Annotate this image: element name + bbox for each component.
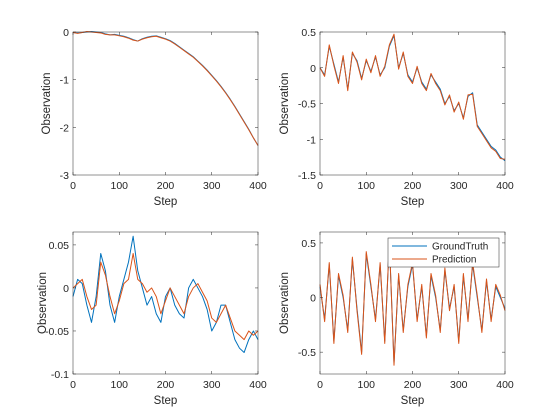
- x-tick-label: 400: [496, 180, 514, 192]
- x-tick-label: 300: [450, 379, 468, 391]
- y-tick-label: -1: [60, 75, 69, 87]
- plot-area-1: [72, 31, 259, 146]
- x-ticks-3: 0 100 200 300 400: [70, 232, 267, 391]
- x-axis-label-3: Step: [154, 395, 178, 407]
- legend: GroundTruth Prediction: [387, 237, 500, 268]
- y-axis-label-2: Observation: [279, 72, 291, 134]
- y-tick-label: -2: [60, 122, 69, 134]
- x-tick-label: 300: [450, 180, 468, 192]
- y-tick-label: 0.5: [301, 27, 316, 39]
- y-ticks-3: -0.1 -0.05 0 0.05: [45, 240, 258, 381]
- y-tick-label: -3: [60, 170, 69, 182]
- plot-area-2: [319, 33, 506, 162]
- x-axis-label-4: Step: [401, 395, 425, 407]
- y-tick-label: 0: [63, 27, 69, 39]
- y-tick-label: -0.1: [51, 369, 69, 381]
- x-tick-label: 200: [404, 180, 422, 192]
- x-tick-label: 0: [70, 180, 76, 192]
- legend-label-groundtruth: GroundTruth: [432, 242, 488, 253]
- x-tick-label: 200: [404, 379, 422, 391]
- x-tick-label: 100: [357, 180, 375, 192]
- y-tick-label: 0: [310, 293, 316, 305]
- series-line-3-2: [72, 253, 259, 341]
- y-tick-label: 0.5: [301, 238, 316, 250]
- legend-box: [387, 237, 500, 268]
- y-ticks-1: -3 -2 -1 0: [60, 27, 258, 182]
- y-tick-label: 0: [310, 63, 316, 75]
- subplot-3: 0 100 200 300 400 -0.1 -0.05 0 0.05 Step Observ…: [37, 231, 267, 407]
- x-tick-label: 300: [203, 379, 221, 391]
- y-tick-label: -1: [307, 134, 316, 146]
- y-axis-label-4: Observation: [279, 272, 291, 334]
- y-tick-label: -1.5: [298, 170, 316, 182]
- x-ticks-2: 0 100 200 300 400: [317, 32, 514, 192]
- y-axis-label-3: Observation: [37, 272, 49, 334]
- x-axis-label-2: Step: [401, 196, 425, 208]
- y-tick-label: -0.05: [45, 326, 69, 338]
- y-ticks-4: -0.5 0 0.5: [298, 238, 505, 359]
- x-tick-label: 400: [249, 379, 267, 391]
- series-line-2-2: [319, 33, 506, 160]
- x-tick-label: 300: [203, 180, 221, 192]
- y-tick-label: 0: [63, 283, 69, 295]
- subplot-4: 0 100 200 300 400 -0.500.5 Step Observation …: [279, 231, 514, 407]
- y-ticks-2: -1.5 -1 -0.5 0 0.5: [298, 27, 505, 182]
- x-tick-label: 0: [317, 180, 323, 192]
- x-tick-label: 0: [70, 379, 76, 391]
- x-tick-label: 400: [249, 180, 267, 192]
- x-tick-label: 100: [110, 379, 128, 391]
- y-tick-label: -0.5: [298, 347, 316, 359]
- x-tick-label: 0: [317, 379, 323, 391]
- x-tick-label: 400: [496, 379, 514, 391]
- x-tick-label: 100: [110, 180, 128, 192]
- plot-area-3: [72, 235, 259, 353]
- x-ticks-1: 0 100 200 300 400: [70, 32, 267, 192]
- subplot-1: 0 100 200 300 400 -3 -2 -1 0 Step Observation: [41, 27, 267, 208]
- y-tick-label: -0.5: [298, 99, 316, 111]
- x-axis-label-1: Step: [154, 196, 178, 208]
- x-ticks-4: 0 100 200 300 400: [317, 232, 514, 391]
- y-axis-label-1: Observation: [41, 72, 53, 134]
- x-tick-label: 200: [157, 379, 175, 391]
- x-tick-label: 100: [357, 379, 375, 391]
- subplot-2: 0 100 200 300 400 -1.5 -1 -0.5 0 0.5 Step Observ…: [279, 27, 514, 208]
- y-tick-label: 0.05: [49, 240, 70, 252]
- series-line-1-2: [72, 31, 259, 146]
- x-tick-label: 200: [157, 180, 175, 192]
- legend-label-prediction: Prediction: [432, 255, 476, 266]
